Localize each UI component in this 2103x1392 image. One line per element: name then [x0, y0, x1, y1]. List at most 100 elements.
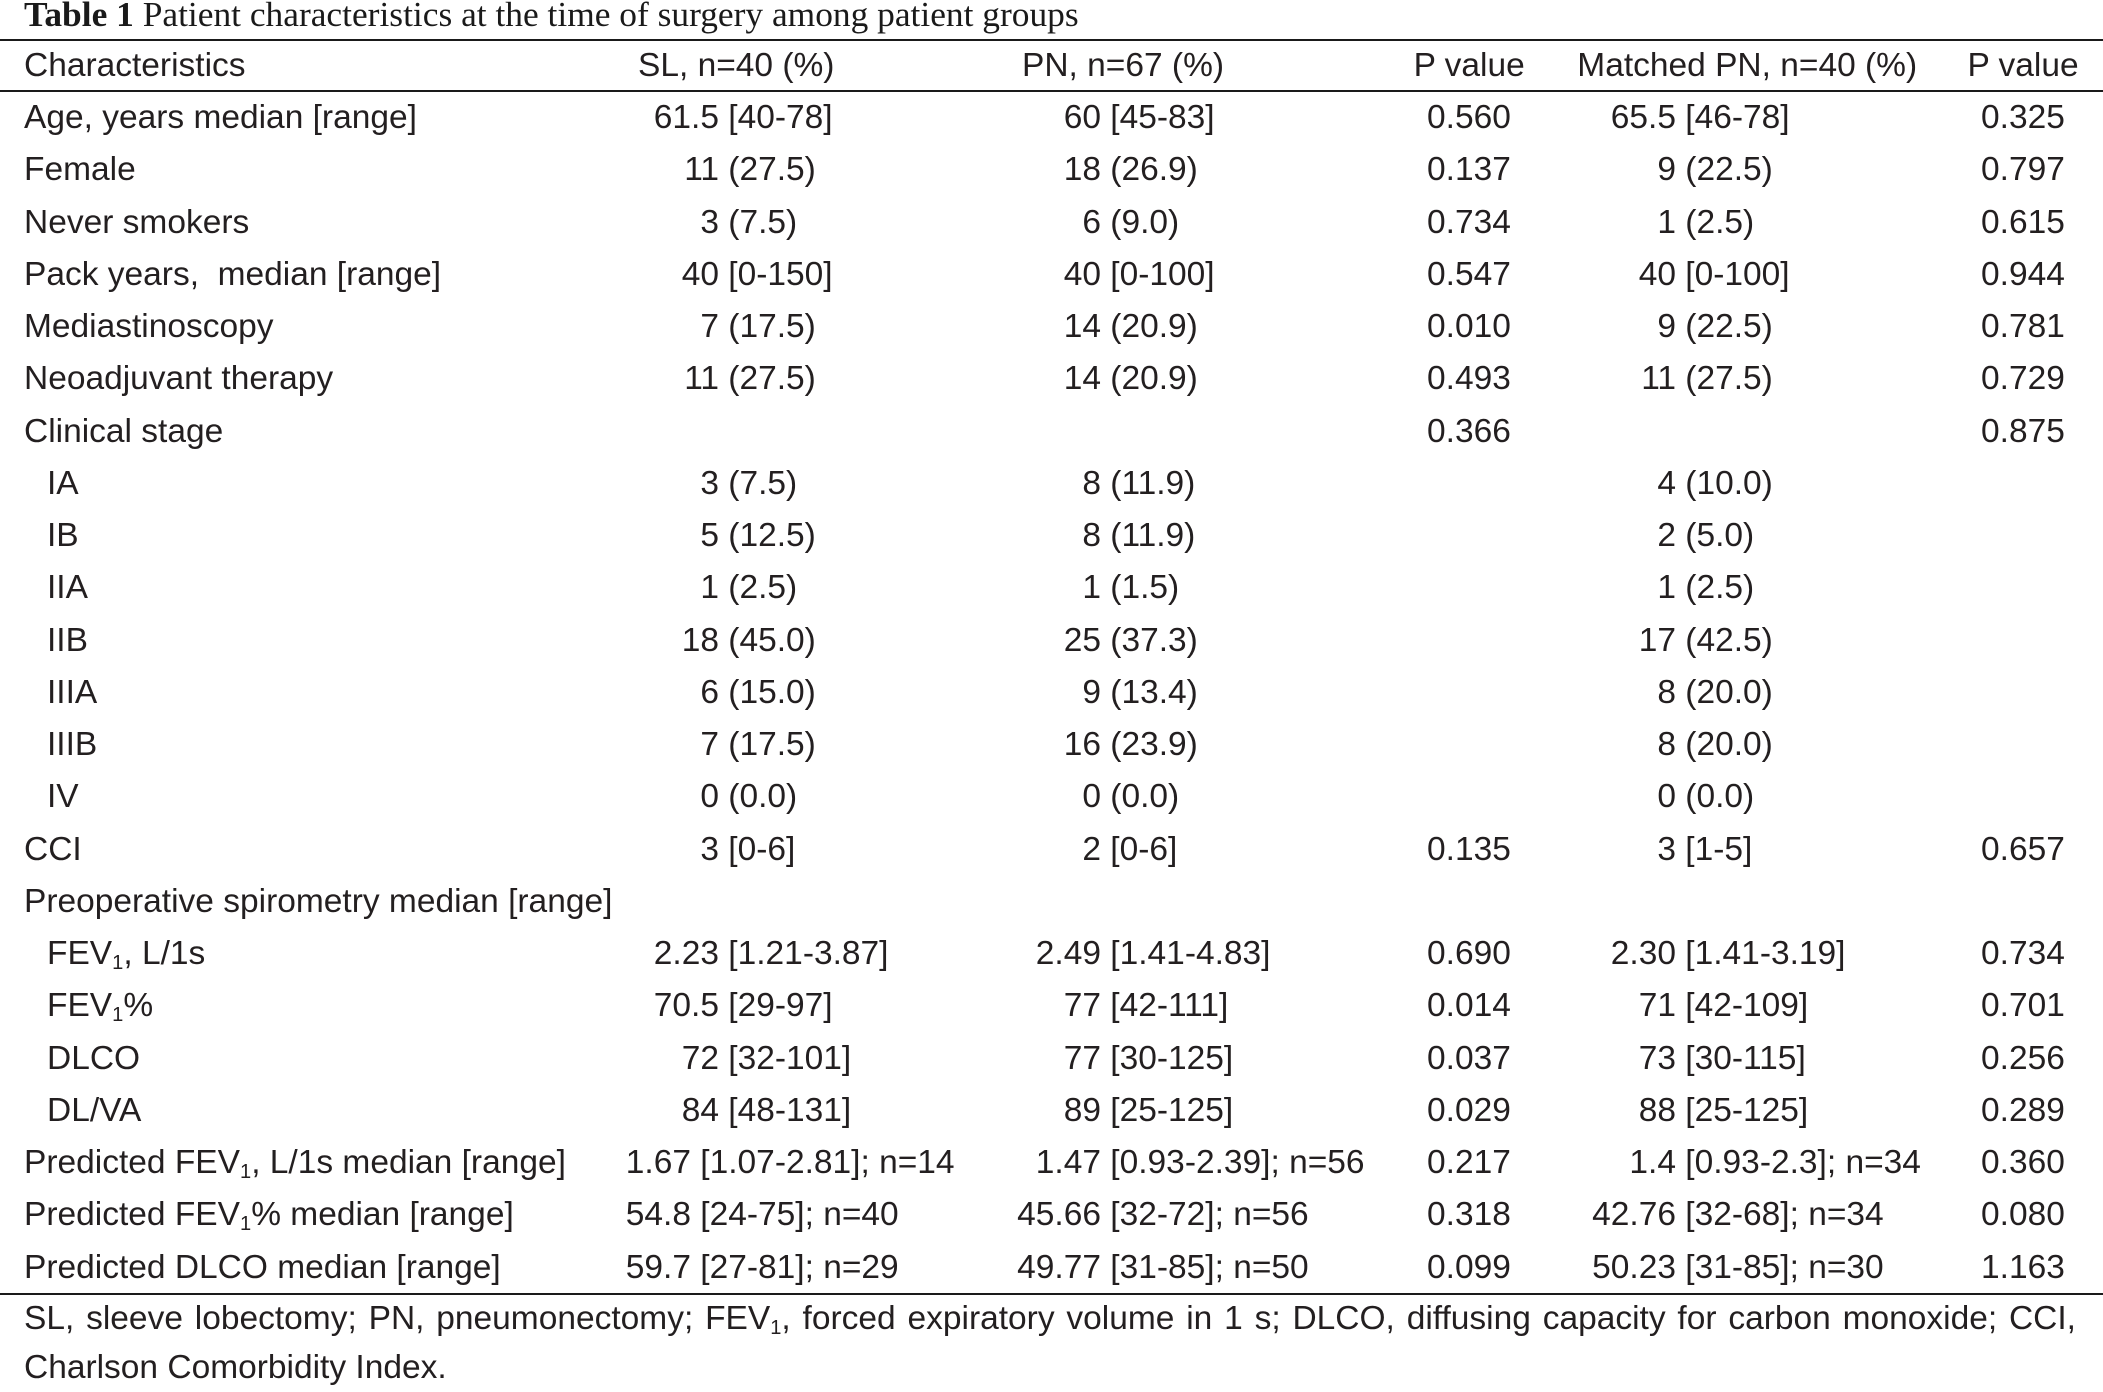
column-header-characteristics: Characteristics [24, 47, 246, 84]
value-main: 72 [681, 1039, 719, 1077]
value-detail: [0-100] [1676, 255, 1790, 293]
cell-matched-p-value: 0.781 [1981, 308, 2065, 345]
cell-pn: 77 [30-125] [991, 1033, 1234, 1085]
cell-sl: 3 (7.5) [609, 197, 797, 249]
row-label: Female [24, 151, 136, 189]
value-main: 9 [1082, 673, 1101, 711]
cell-sl: 11 (27.5) [609, 144, 816, 196]
value-main: 42.76 [1592, 1196, 1676, 1234]
cell-sl: 40 [0-150] [609, 249, 833, 301]
value-main: 11 [684, 151, 719, 189]
cell-sl: 1 (2.5) [609, 562, 797, 614]
value-main: 1 [1082, 569, 1101, 607]
value-main: 77 [1063, 987, 1101, 1025]
value-main: 0 [700, 778, 719, 816]
value-detail: [42-109] [1676, 987, 1809, 1025]
value-main: 7 [700, 308, 719, 345]
row-label: CCI [24, 830, 82, 868]
cell-pn: 0 (0.0) [991, 771, 1179, 823]
value-detail: [1.21-3.87] [719, 935, 889, 972]
table-row: Predicted DLCO median [range] 59.7 [27-81… [0, 1242, 2103, 1294]
table-row: Age, years median [range] 61.5 [40-78] 60 … [0, 92, 2103, 144]
subscript-one: 1 [240, 1161, 252, 1184]
row-label: Clinical stage [24, 412, 224, 450]
table-row: Neoadjuvant therapy 11 (27.5) 14 (20.9) 0.4… [0, 353, 2103, 405]
value-main: 0 [1082, 778, 1101, 816]
cell-sl: 2.23 [1.21-3.87] [609, 928, 889, 980]
value-detail: [31-85]; n=30 [1676, 1248, 1884, 1286]
table-row: Mediastinoscopy 7 (17.5) 14 (20.9) 0.010 9 (… [0, 301, 2103, 353]
value-detail: (23.9) [1101, 726, 1198, 763]
cell-matched-p-value: 0.325 [1981, 99, 2065, 136]
cell-p-value: 0.366 [1427, 412, 1511, 450]
value-detail: (12.5) [719, 517, 816, 554]
value-main: 14 [1063, 360, 1101, 398]
value-detail: (0.0) [719, 778, 798, 816]
column-header-matched-p-value: P value [1967, 47, 2079, 84]
table-subrow: IV 0 (0.0) 0 (0.0) 0 (0.0) [0, 771, 2103, 823]
value-main: 0 [1657, 778, 1676, 816]
row-label: IA [47, 464, 79, 502]
value-main: 1 [1657, 203, 1676, 241]
value-detail: [1.41-4.83] [1101, 935, 1271, 972]
value-detail: [46-78] [1676, 99, 1790, 136]
cell-matched-pn: 1 (2.5) [1566, 197, 1754, 249]
cell-sl: 0 (0.0) [609, 771, 797, 823]
header-rule [0, 90, 2103, 92]
column-header-matched-pn: Matched PN, n=40 (%) [1577, 47, 1918, 84]
cell-pn: 16 (23.9) [991, 719, 1198, 771]
value-main: 49.77 [1017, 1248, 1101, 1286]
value-detail: (1.5) [1101, 569, 1180, 607]
cell-pn: 25 (37.3) [991, 615, 1198, 667]
cell-matched-pn: 8 (20.0) [1566, 719, 1772, 771]
value-detail: [27-81]; n=29 [691, 1248, 899, 1286]
value-detail: [25-125] [1676, 1091, 1809, 1129]
row-label: IIIA [47, 673, 98, 711]
value-detail: [31-85]; n=50 [1101, 1248, 1309, 1286]
cell-matched-p-value: 0.701 [1981, 987, 2065, 1025]
value-main: 16 [1063, 726, 1101, 763]
row-label: Age, years median [range] [24, 99, 417, 136]
value-main: 1.67 [625, 1144, 691, 1181]
table-subrow: IA 3 (7.5) 8 (11.9) 4 (10.0) [0, 458, 2103, 510]
row-label: DLCO [47, 1039, 141, 1077]
table-row: Predicted FEV1, L/1s median [range] 1.67 … [0, 1137, 2103, 1189]
cell-matched-pn: 65.5 [46-78] [1566, 92, 1790, 144]
value-main: 50.23 [1592, 1248, 1676, 1286]
cell-pn: 8 (11.9) [991, 458, 1195, 510]
table-subrow: DL/VA 84 [48-131] 89 [25-125] 0.029 88 [25-1… [0, 1085, 2103, 1137]
cell-matched-p-value: 0.729 [1981, 360, 2065, 398]
row-label: Never smokers [24, 203, 250, 241]
cell-p-value: 0.010 [1427, 308, 1511, 345]
top-rule [0, 39, 2103, 41]
column-header-p-value: P value [1413, 47, 1525, 84]
cell-p-value: 0.014 [1427, 987, 1511, 1025]
cell-matched-p-value: 0.080 [1981, 1196, 2065, 1234]
cell-p-value: 0.547 [1427, 255, 1511, 293]
cell-matched-pn: 9 (22.5) [1566, 301, 1772, 353]
cell-matched-p-value: 0.734 [1981, 935, 2065, 972]
value-detail: (9.0) [1101, 203, 1180, 241]
cell-pn: 60 [45-83] [991, 92, 1215, 144]
cell-p-value: 0.029 [1427, 1091, 1511, 1129]
row-label: IIA [47, 569, 88, 607]
cell-pn: 1.47 [0.93-2.39]; n=56 [991, 1137, 1365, 1189]
cell-matched-pn: 2 (5.0) [1566, 510, 1754, 562]
value-main: 2 [1657, 517, 1676, 554]
cell-matched-pn: 11 (27.5) [1566, 353, 1773, 405]
value-detail: [0-100] [1101, 255, 1215, 293]
value-detail: (27.5) [719, 360, 816, 398]
cell-matched-pn: 40 [0-100] [1566, 249, 1790, 301]
row-label: Preoperative spirometry median [range] [24, 882, 613, 920]
row-label: IIIB [47, 726, 98, 763]
value-detail: [42-111] [1101, 987, 1229, 1025]
value-main: 1 [700, 569, 719, 607]
cell-p-value: 0.135 [1427, 830, 1511, 868]
value-detail: [1-5] [1676, 830, 1753, 868]
table-subrow: IIA 1 (2.5) 1 (1.5) 1 (2.5) [0, 562, 2103, 614]
cell-sl: 6 (15.0) [609, 667, 815, 719]
row-label: IV [47, 778, 79, 816]
value-detail: [40-78] [719, 99, 833, 136]
row-label: Pack years, median [range] [24, 255, 442, 293]
cell-pn: 1 (1.5) [991, 562, 1179, 614]
